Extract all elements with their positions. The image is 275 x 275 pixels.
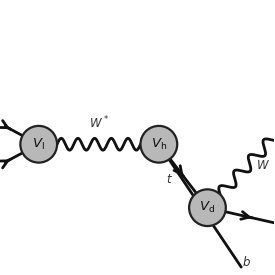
Text: $V_{\mathrm{d}}$: $V_{\mathrm{d}}$ xyxy=(199,200,216,215)
Text: $W$: $W$ xyxy=(256,159,270,172)
Circle shape xyxy=(189,189,226,226)
Circle shape xyxy=(141,126,177,163)
Text: $V_{\mathrm{h}}$: $V_{\mathrm{h}}$ xyxy=(151,137,167,152)
Text: $V_{\mathrm{l}}$: $V_{\mathrm{l}}$ xyxy=(32,137,45,152)
Text: $b$: $b$ xyxy=(242,255,251,269)
Circle shape xyxy=(20,126,57,163)
Text: $t$: $t$ xyxy=(166,173,173,186)
Text: $W^*$: $W^*$ xyxy=(89,114,109,131)
